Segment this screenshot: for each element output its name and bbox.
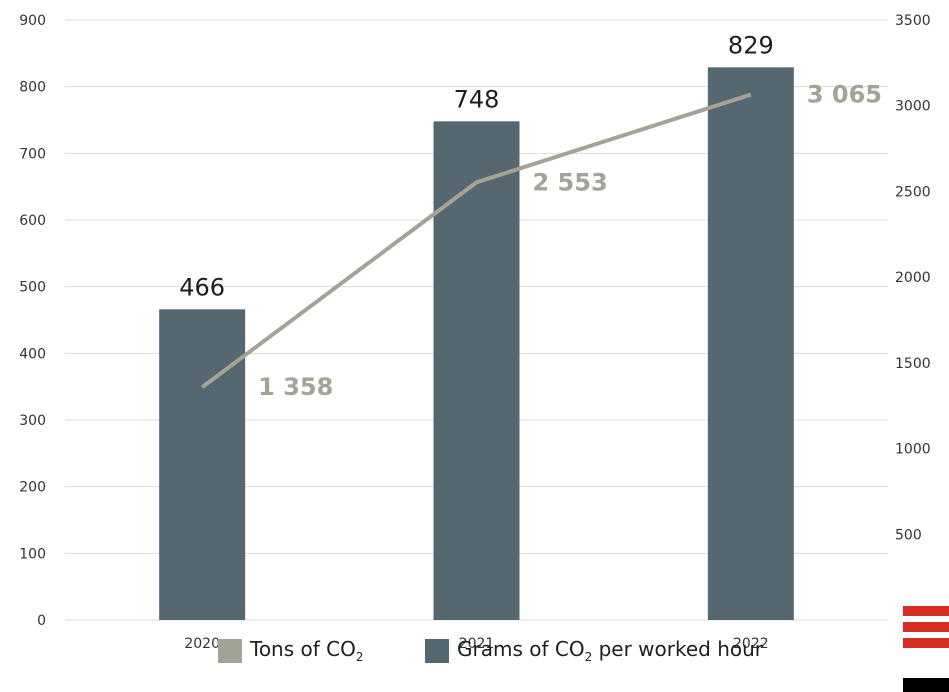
- left-tick-label: 500: [19, 280, 46, 296]
- right-tick-label: 3500: [895, 13, 931, 29]
- bar-value-label: 829: [728, 31, 774, 59]
- right-tick-label: 2500: [895, 184, 931, 200]
- line-value-label: 2 553: [533, 168, 608, 196]
- right-tick-label: 3000: [895, 99, 931, 115]
- left-tick-label: 300: [19, 413, 46, 429]
- line-value-label: 3 065: [807, 81, 882, 109]
- line-value-labels: 1 358 2 553 3 065: [258, 81, 882, 402]
- left-tick-label: 800: [19, 80, 46, 96]
- bar: [707, 67, 794, 621]
- left-tick-label: 100: [19, 546, 46, 562]
- bar: [433, 121, 520, 620]
- bar: [159, 309, 246, 620]
- left-tick-label: 400: [19, 346, 46, 362]
- right-tick-label: 500: [895, 527, 922, 543]
- brand-logo: [903, 606, 949, 692]
- left-tick-label: 700: [19, 146, 46, 162]
- legend-label-grams: Grams of CO2 per worked hour: [457, 637, 764, 664]
- bar-series: [159, 67, 794, 621]
- logo-stripe: [903, 638, 949, 648]
- line-value-label: 1 358: [258, 373, 333, 401]
- right-axis-ticks: 500 1000 1500 2000 2500 3000 3500: [895, 13, 931, 543]
- left-axis-ticks: 0 100 200 300 400 500 600 700 800 900: [19, 13, 46, 629]
- x-tick-label: 2021: [459, 636, 495, 652]
- logo-stripe: [903, 606, 949, 616]
- right-tick-label: 1000: [895, 442, 931, 458]
- legend-item-tons: Tons of CO2: [218, 637, 364, 664]
- legend-item-grams: Grams of CO2 per worked hour: [425, 637, 763, 664]
- right-tick-label: 1500: [895, 356, 931, 372]
- series-line: [200, 92, 752, 389]
- bar-value-label: 748: [454, 85, 500, 113]
- logo-stripe: [903, 622, 949, 632]
- legend-swatch-tons: [218, 638, 242, 663]
- left-tick-label: 600: [19, 213, 46, 229]
- x-axis-ticks: 2020 2021 2022: [184, 636, 768, 652]
- legend-swatch-grams: [425, 638, 449, 663]
- x-tick-label: 2022: [733, 636, 769, 652]
- bar-value-labels: 466 748 829: [179, 31, 773, 301]
- legend-label-tons: Tons of CO2: [250, 637, 364, 664]
- left-tick-label: 900: [19, 13, 46, 29]
- x-tick-label: 2020: [184, 636, 220, 652]
- right-tick-label: 2000: [895, 270, 931, 286]
- left-tick-label: 200: [19, 480, 46, 496]
- legend: Tons of CO2 Grams of CO2 per worked hour: [0, 637, 949, 667]
- bar-value-label: 466: [179, 273, 225, 301]
- logo-block: [903, 678, 949, 692]
- line-series: [200, 92, 752, 389]
- left-tick-label: 0: [37, 613, 46, 629]
